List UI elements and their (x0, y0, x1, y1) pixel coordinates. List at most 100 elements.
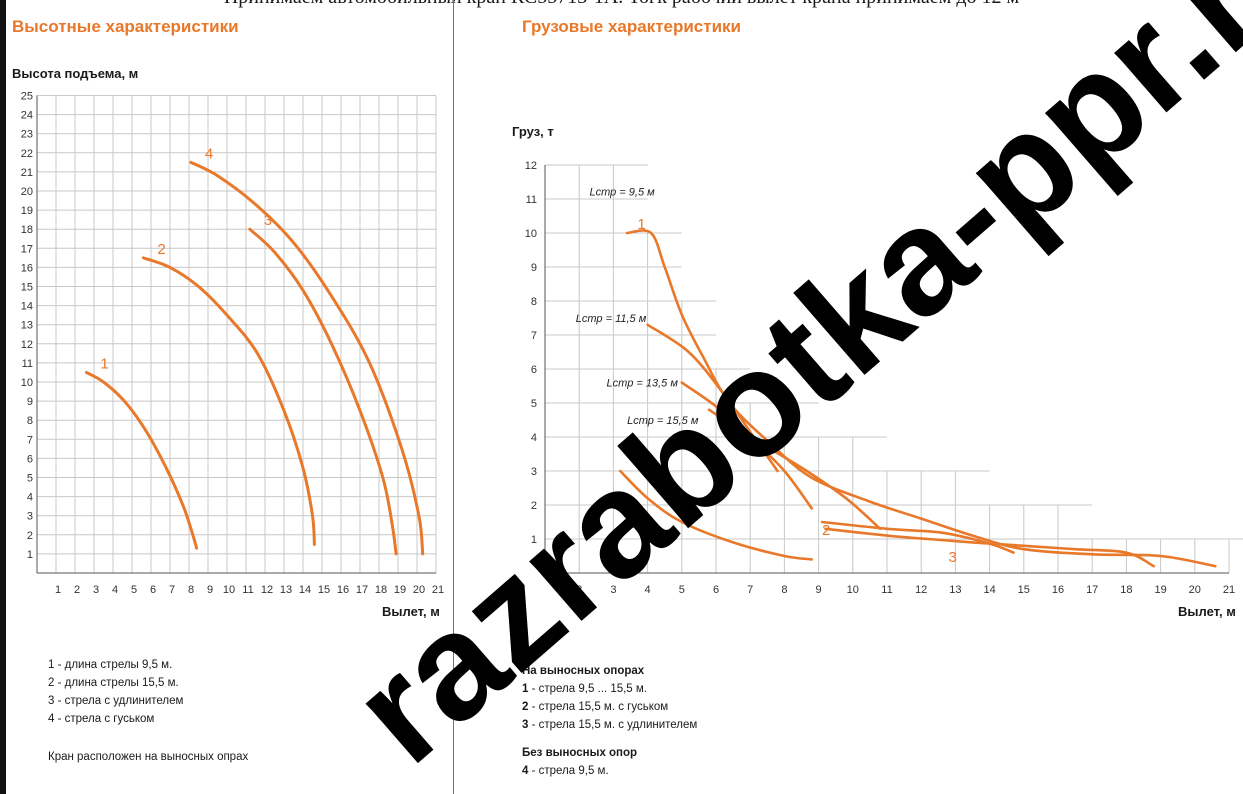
x-tick-label: 14 (299, 584, 311, 596)
y-tick-label: 23 (21, 129, 33, 141)
series-label-2: 2 (157, 241, 165, 258)
y-tick-label: 5 (27, 473, 33, 485)
height-legend-item-1: 1 - длина стрелы 9,5 м. (48, 659, 173, 671)
x-tick-label: 4 (112, 584, 118, 596)
y-tick-label: 7 (27, 434, 33, 446)
series-label: 2 (822, 522, 830, 539)
y-tick-label: 24 (21, 110, 33, 122)
x-tick-label: 16 (337, 584, 349, 596)
y-tick-label: 6 (27, 453, 33, 465)
series-label: 4 (627, 515, 635, 532)
y-tick-label: 3 (531, 466, 537, 478)
y-tick-label: 15 (21, 282, 33, 294)
x-tick-label: 17 (1086, 584, 1098, 596)
series-line (680, 381, 814, 510)
y-tick-label: 2 (27, 530, 33, 542)
y-tick-label: 25 (21, 91, 33, 103)
y-tick-label: 14 (21, 301, 33, 313)
annotation-lstr-9-5: Lстр = 9,5 м (589, 187, 655, 199)
series-label-4: 4 (205, 145, 213, 162)
x-tick-label: 9 (207, 584, 213, 596)
height-chart-title: Высотные характеристики (12, 17, 239, 36)
load-legend-item-3: 3 - стрела 15,5 м. с удлинителем (522, 719, 698, 731)
y-tick-label: 22 (21, 148, 33, 160)
x-tick-label: 18 (1120, 584, 1132, 596)
series-line-3 (248, 227, 398, 556)
x-tick-label: 10 (223, 584, 235, 596)
x-tick-label: 21 (432, 584, 444, 596)
x-tick-label: 3 (93, 584, 99, 596)
height-legend-item-2: 2 - длина стрелы 15,5 м. (48, 677, 179, 689)
y-tick-label: 8 (27, 415, 33, 427)
x-tick-label: 13 (949, 584, 961, 596)
series-label: 1 (637, 216, 645, 233)
load-legend-head-1: На выносных опорах (522, 665, 645, 677)
load-xlabel: Вылет, м (1178, 604, 1236, 619)
x-tick-label: 6 (713, 584, 719, 596)
x-tick-label: 20 (413, 584, 425, 596)
x-tick-label: 15 (318, 584, 330, 596)
y-tick-label: 3 (27, 511, 33, 523)
x-tick-label: 1 (55, 584, 61, 596)
x-tick-label: 11 (881, 584, 892, 596)
x-tick-label: 20 (1189, 584, 1201, 596)
series-label-1: 1 (100, 355, 108, 372)
x-tick-label: 19 (394, 584, 406, 596)
y-tick-label: 5 (531, 398, 537, 410)
page-divider (453, 0, 454, 794)
y-tick-label: 20 (21, 186, 33, 198)
y-tick-label: 11 (22, 358, 33, 370)
y-tick-label: 10 (21, 377, 33, 389)
y-tick-label: 13 (21, 320, 33, 332)
y-tick-label: 12 (525, 160, 537, 172)
y-tick-label: 1 (531, 534, 537, 546)
series-label: Lстр = 11,5 м (576, 313, 647, 325)
series-line (646, 323, 779, 473)
y-tick-label: 6 (531, 364, 537, 376)
height-ylabel: Высота подъема, м (12, 66, 139, 81)
x-tick-label: 5 (131, 584, 137, 596)
x-tick-label: 13 (280, 584, 292, 596)
series-line (824, 527, 1156, 568)
load-legend-item-2: 2 - стрела 15,5 м. с гуськом (522, 701, 669, 713)
x-tick-label: 18 (375, 584, 387, 596)
y-tick-label: 9 (27, 396, 33, 408)
load-legend: На выносных опорах 1 - стрела 9,5 ... 15… (522, 662, 697, 780)
x-tick-label: 3 (610, 584, 616, 596)
height-note: Кран расположен на выносных опрах (48, 751, 249, 763)
y-tick-label: 17 (21, 243, 33, 255)
y-tick-label: 12 (21, 339, 33, 351)
load-legend-item-1: 1 - стрела 9,5 ... 15,5 м. (522, 683, 647, 695)
y-tick-label: 8 (531, 296, 537, 308)
series-line (625, 229, 1217, 568)
y-tick-label: 2 (531, 500, 537, 512)
y-tick-label: 1 (27, 549, 33, 561)
y-tick-label: 4 (27, 492, 33, 504)
x-tick-label: 7 (747, 584, 753, 596)
series-line (707, 408, 882, 531)
load-chart-title: Грузовые характеристики (522, 17, 741, 36)
series-line-4 (189, 160, 425, 556)
load-ylabel: Груз, т (512, 124, 554, 139)
height-chart: 1234567891011121314151617181920212223242… (21, 91, 444, 597)
series-label: Lстр = 13,5 м (607, 378, 679, 390)
x-tick-label: 8 (188, 584, 194, 596)
x-tick-label: 16 (1052, 584, 1064, 596)
series-line (618, 469, 814, 561)
x-tick-label: 12 (261, 584, 273, 596)
x-tick-label: 6 (150, 584, 156, 596)
load-legend-item-4: 4 - стрела 9,5 м. (522, 765, 609, 777)
height-legend-item-3: 3 - стрела с удлинителем (48, 695, 184, 707)
x-tick-label: 21 (1223, 584, 1235, 596)
x-tick-label: 9 (816, 584, 822, 596)
series-label-3: 3 (264, 212, 272, 229)
series-line-1 (84, 370, 199, 550)
series-line-2 (141, 256, 316, 546)
series-label: 3 (949, 549, 957, 566)
x-tick-label: 4 (645, 584, 651, 596)
x-tick-label: 19 (1154, 584, 1166, 596)
load-legend-head-2: Без выносных опор (522, 747, 638, 759)
series-label: Lстр = 15,5 м (627, 415, 699, 427)
x-tick-label: 5 (679, 584, 685, 596)
